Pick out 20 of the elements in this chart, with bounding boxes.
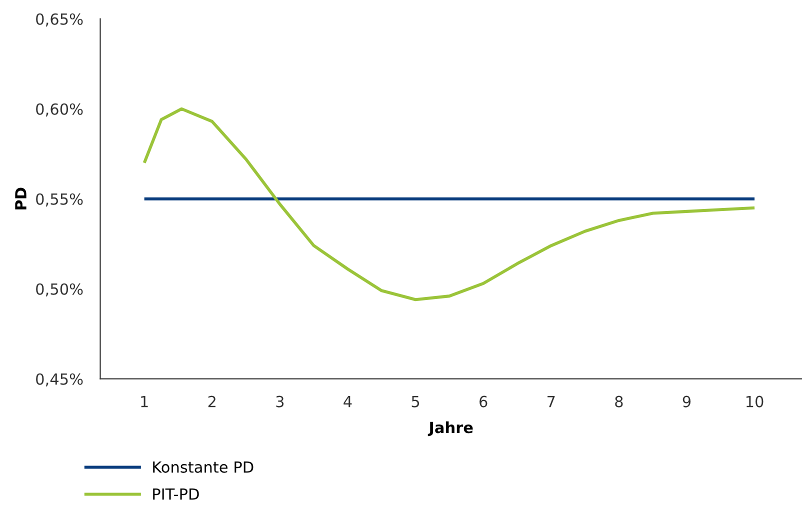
x-tick-label: 1 (141, 396, 148, 408)
x-tick-label: 2 (208, 396, 216, 408)
x-tick-label: 7 (548, 396, 555, 408)
line-series (142, 107, 756, 302)
x-tick-label: 4 (344, 396, 352, 408)
x-tick-label: 3 (276, 396, 284, 408)
y-tick-label: 0,65% (36, 13, 83, 26)
x-tick-label: 9 (682, 396, 691, 408)
x-tick-label: 5 (412, 396, 420, 408)
y-tick-label: 0,45% (36, 373, 83, 386)
y-tick-label: 0,55% (36, 193, 83, 206)
x-tick-label: 6 (480, 396, 488, 408)
x-tick-label: 8 (615, 396, 623, 408)
x-tick-label: 10 (746, 396, 764, 408)
legend-label: Konstante PD (153, 461, 254, 473)
y-tick-label: 0,60% (36, 103, 83, 116)
y-tick-label: 0,50% (36, 283, 83, 296)
legend-label: PIT-PD (153, 488, 199, 500)
y-axis-title: PD (15, 188, 26, 210)
x-axis-title: Jahre (428, 421, 473, 436)
